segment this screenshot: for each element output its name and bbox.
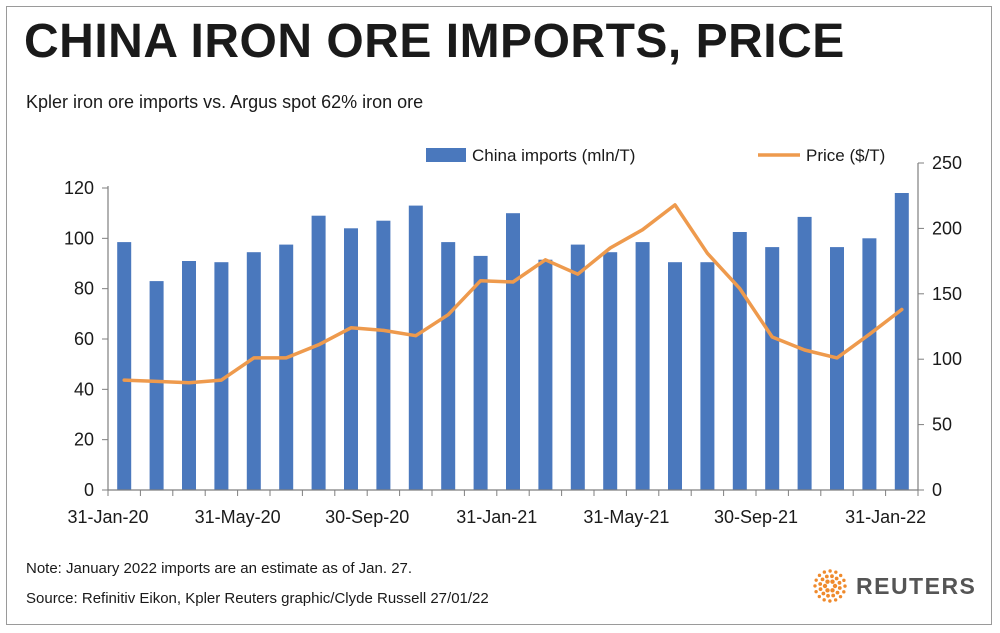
logo-dot [826, 593, 830, 598]
page-title: CHINA IRON ORE IMPORTS, PRICE [24, 15, 845, 68]
import-bar [344, 228, 358, 491]
import-bar [246, 252, 261, 490]
y-left-tick-label: 120 [64, 178, 94, 198]
import-bar [797, 216, 812, 490]
import-bar [765, 247, 780, 490]
y-right-tick-label: 50 [932, 415, 952, 435]
logo-dot [824, 574, 829, 579]
logo-dot [825, 579, 830, 584]
chart-source: Source: Refinitiv Eikon, Kpler Reuters g… [26, 590, 489, 607]
logo-dot [828, 599, 832, 603]
chart-note: Note: January 2022 imports are an estima… [26, 560, 413, 577]
import-bar [506, 213, 520, 490]
y-right-tick-label: 250 [932, 153, 962, 173]
logo-dot [830, 588, 835, 593]
brand-name: REUTERS [856, 572, 977, 599]
logo-dot [821, 591, 826, 596]
logo-dot [838, 573, 843, 578]
logo-dot [820, 577, 825, 582]
import-bar [149, 281, 164, 490]
import-bar [570, 244, 585, 490]
chart-frame [6, 6, 992, 625]
logo-dot [843, 584, 847, 588]
logo-dot [830, 579, 835, 584]
logo-dot [830, 574, 834, 579]
logo-dot [837, 580, 842, 585]
logo-dot [818, 587, 823, 592]
import-bar [538, 259, 553, 490]
logo-dot [828, 569, 832, 573]
legend-bar-label: China imports (mln/T) [472, 146, 635, 165]
logo-dot [832, 583, 838, 589]
chart-subtitle: Kpler iron ore imports vs. Argus spot 62… [26, 92, 424, 112]
import-bar [182, 261, 196, 490]
import-bar [214, 262, 229, 490]
logo-dot [834, 576, 839, 581]
legend-bar-swatch [426, 148, 466, 162]
x-tick-label: 31-Jan-21 [456, 507, 537, 527]
import-bar [668, 262, 682, 490]
import-bar [732, 232, 747, 490]
logo-dot [838, 594, 843, 599]
logo-dot [831, 593, 836, 598]
x-tick-label: 31-Jan-22 [845, 507, 926, 527]
legend-line-label: Price ($/T) [806, 146, 885, 165]
x-tick-label: 31-Jan-20 [67, 507, 148, 527]
logo-dot [842, 590, 846, 594]
reuters-logo-icon [813, 569, 847, 603]
logo-dot [842, 578, 846, 583]
logo-dot [833, 598, 838, 602]
logo-dot [834, 570, 838, 574]
y-left-tick-label: 0 [84, 480, 94, 500]
logo-dot [817, 594, 822, 599]
reuters-brand: REUTERS [812, 568, 976, 604]
y-right-tick-label: 100 [932, 349, 962, 369]
logo-dot [825, 588, 830, 593]
y-left-tick-label: 40 [74, 379, 94, 399]
logo-dot [837, 586, 842, 590]
logo-dot [818, 582, 823, 586]
logo-dot [814, 589, 818, 594]
logo-dot [822, 570, 827, 574]
import-bar [279, 244, 294, 490]
logo-dot [817, 573, 822, 578]
x-tick-label: 30-Sep-20 [325, 507, 409, 527]
logo-dot [814, 578, 818, 582]
import-bar [441, 242, 456, 490]
logo-dot [813, 584, 817, 588]
x-tick-label: 31-May-20 [195, 507, 281, 527]
logo-dot [822, 583, 828, 589]
axes: 0 20 40 60 80 100 120 0 50 100 150 200 250 31-Jan-20 3… [64, 153, 962, 527]
import-bar [117, 242, 132, 490]
import-bar [700, 262, 715, 490]
import-bar [376, 220, 391, 490]
logo-dot [835, 590, 840, 595]
import-bar [894, 193, 909, 490]
y-right-tick-label: 200 [932, 218, 962, 238]
y-left-tick-label: 80 [74, 279, 94, 299]
legend: China imports (mln/T) Price ($/T) [426, 146, 885, 165]
import-bar [311, 215, 326, 490]
import-bar [830, 247, 844, 490]
import-bar [473, 255, 488, 490]
y-right-tick-label: 150 [932, 284, 962, 304]
y-left-tick-label: 60 [74, 329, 94, 349]
x-tick-label: 30-Sep-21 [714, 507, 798, 527]
import-bar [603, 252, 618, 490]
import-bar [635, 242, 650, 490]
x-tick-label: 31-May-21 [583, 507, 669, 527]
import-bar [862, 238, 877, 490]
y-left-tick-label: 20 [74, 430, 94, 450]
bar-series [117, 193, 909, 491]
y-right-tick-label: 0 [932, 480, 942, 500]
y-left-tick-label: 100 [64, 228, 94, 248]
import-bar [408, 205, 423, 490]
logo-dot [822, 598, 826, 602]
